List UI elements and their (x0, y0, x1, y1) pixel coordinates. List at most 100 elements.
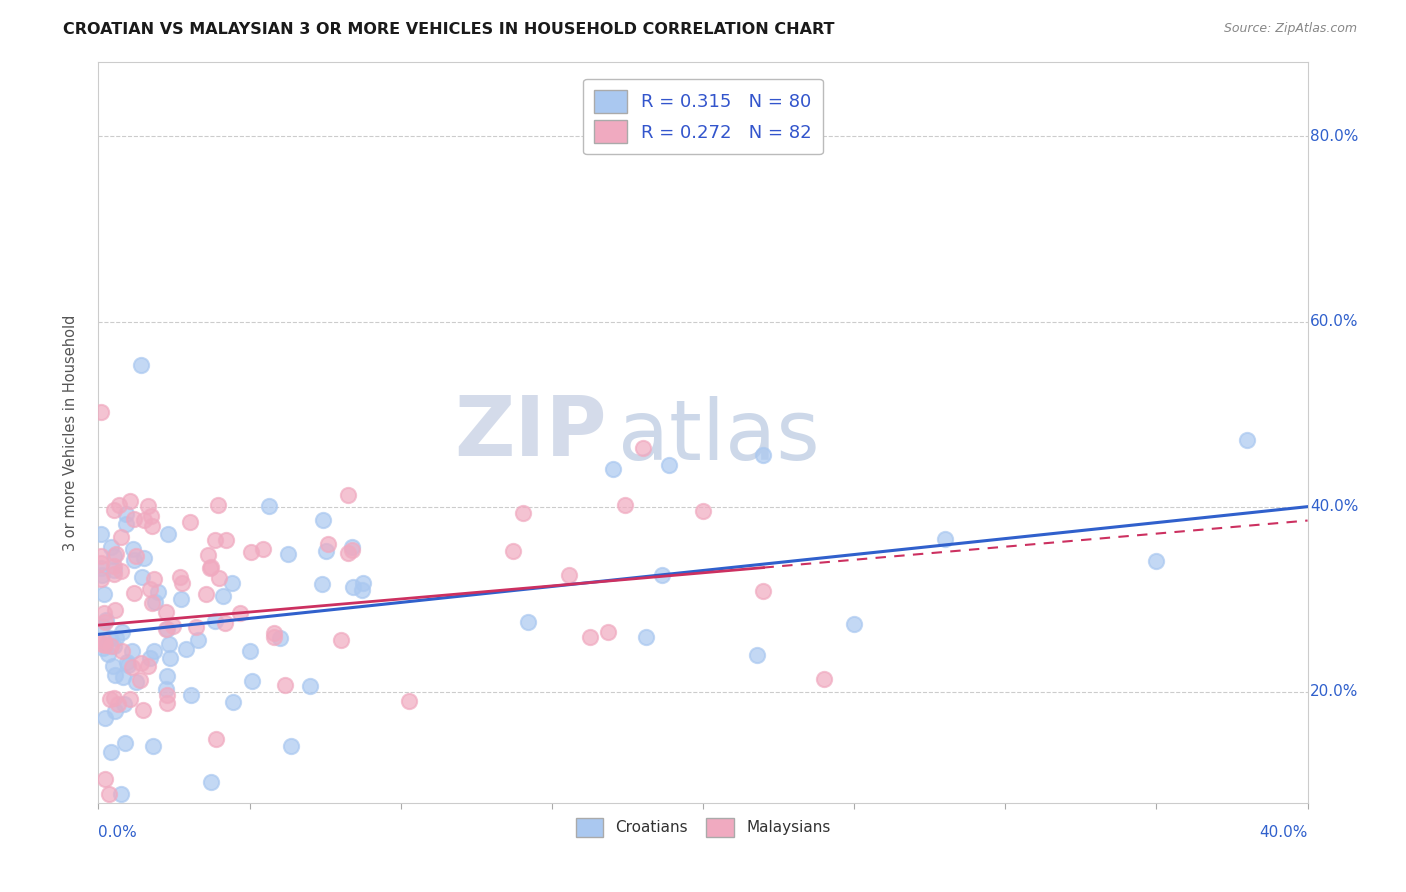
Point (745, 648, 768, 663)
Point (257, 499, 280, 513)
Point (129, 358, 152, 372)
Point (299, 679, 322, 693)
Point (155, 622, 177, 636)
Point (263, 630, 285, 644)
Text: CROATIAN VS MALAYSIAN 3 OR MORE VEHICLES IN HOUSEHOLD CORRELATION CHART: CROATIAN VS MALAYSIAN 3 OR MORE VEHICLES… (63, 22, 835, 37)
Point (636, 631, 658, 645)
Point (200, 559, 222, 574)
Point (108, 499, 131, 513)
Point (142, 739, 165, 754)
Point (934, 532, 956, 546)
Point (169, 570, 191, 584)
Point (141, 596, 163, 610)
Point (103, 690, 125, 705)
Point (115, 516, 138, 531)
Point (229, 606, 252, 620)
Point (651, 568, 673, 582)
Point (111, 624, 134, 639)
Point (330, 632, 353, 647)
Point (100, 540, 122, 554)
Point (280, 739, 302, 753)
Point (136, 499, 159, 513)
Point (602, 462, 624, 476)
Point (103, 549, 125, 564)
Point (212, 590, 235, 604)
Point (112, 670, 135, 684)
Point (94, 711, 117, 725)
Text: ZIP: ZIP (454, 392, 606, 473)
Point (122, 511, 145, 525)
Point (90, 556, 112, 570)
Point (143, 595, 166, 609)
Point (122, 541, 145, 556)
Point (111, 644, 134, 658)
Point (352, 582, 374, 597)
Legend: Croatians, Malaysians: Croatians, Malaysians (569, 812, 837, 843)
Y-axis label: 3 or more Vehicles in Household: 3 or more Vehicles in Household (63, 315, 77, 550)
Point (187, 633, 209, 648)
Point (110, 564, 132, 578)
Point (222, 695, 245, 709)
Point (179, 515, 201, 529)
Point (115, 656, 138, 670)
Text: 60.0%: 60.0% (1310, 314, 1358, 329)
Point (114, 507, 136, 521)
Point (91, 568, 114, 582)
Point (104, 667, 127, 681)
Point (90, 619, 112, 633)
Point (100, 745, 122, 759)
Text: 0.0%: 0.0% (98, 825, 138, 840)
Point (263, 625, 285, 640)
Point (117, 658, 139, 673)
Point (114, 697, 136, 711)
Point (194, 587, 217, 601)
Point (148, 585, 170, 599)
Point (631, 441, 654, 455)
Point (156, 527, 179, 541)
Point (184, 620, 207, 634)
Point (94, 772, 117, 786)
Point (134, 551, 156, 566)
Point (277, 547, 299, 561)
Point (90, 561, 112, 575)
Point (596, 625, 619, 640)
Point (118, 493, 141, 508)
Point (658, 458, 681, 473)
Point (269, 631, 291, 645)
Point (517, 615, 540, 629)
Point (252, 541, 274, 556)
Point (139, 650, 162, 665)
Point (159, 651, 181, 665)
Point (141, 509, 163, 524)
Point (242, 674, 264, 689)
Point (103, 639, 125, 653)
Point (1144, 554, 1167, 568)
Point (129, 673, 152, 687)
Point (122, 553, 145, 567)
Point (97, 647, 120, 661)
Point (98, 631, 121, 645)
Point (93, 606, 115, 620)
Point (101, 659, 124, 673)
Point (121, 660, 143, 674)
Text: 80.0%: 80.0% (1310, 129, 1358, 144)
Point (844, 616, 866, 631)
Point (336, 488, 359, 502)
Point (336, 546, 359, 560)
Point (90, 526, 112, 541)
Point (239, 545, 262, 559)
Point (1236, 434, 1258, 448)
Point (342, 580, 364, 594)
Point (132, 703, 155, 717)
Point (162, 619, 184, 633)
Point (273, 678, 295, 692)
Point (124, 675, 146, 690)
Point (107, 697, 129, 711)
Point (200, 774, 222, 789)
Text: 20.0%: 20.0% (1310, 684, 1358, 699)
Point (114, 736, 136, 750)
Point (813, 672, 835, 686)
Point (156, 669, 179, 683)
Point (214, 615, 236, 630)
Point (613, 498, 636, 512)
